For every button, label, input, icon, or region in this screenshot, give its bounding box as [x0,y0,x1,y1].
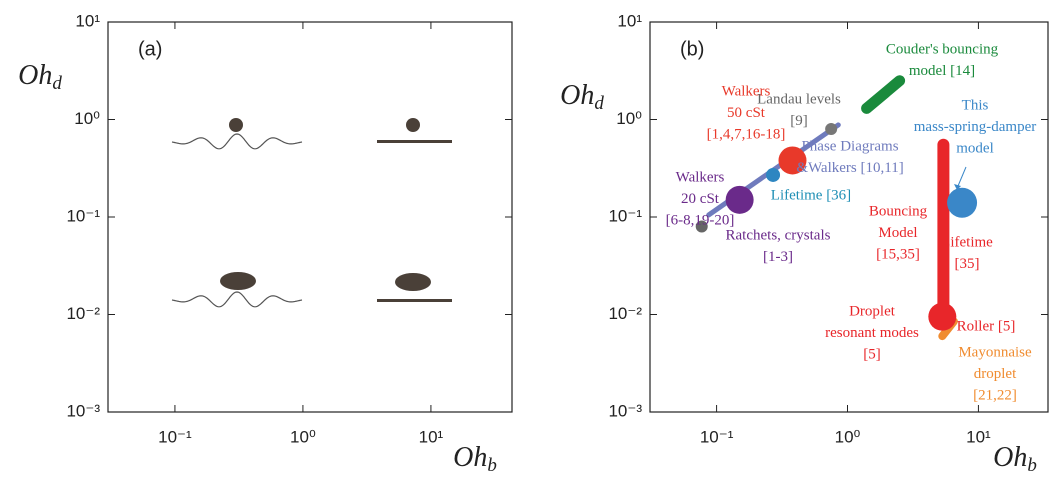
point [825,122,838,135]
bath [377,299,452,302]
annotation: Roller [5] [957,318,1016,334]
axis-label-sub: b [1027,455,1037,476]
annotation: 20 cSt [681,191,720,207]
annotation: [6-8,19-20] [666,212,735,228]
y-tick-label: 10⁻² [608,304,642,323]
y-tick-label: 10⁻³ [66,401,100,420]
annotation: Walkers [722,83,771,99]
y-tick-label: 10⁻¹ [608,206,642,225]
annotation: 50 cSt [727,105,766,121]
y-tick-label: 10⁰ [616,109,642,128]
annotation: Couder's bouncing [886,41,999,57]
x-tick-label: 10⁰ [290,427,316,446]
y-tick-label: 10⁻² [66,304,100,323]
annotation: [1,4,7,16-18] [707,126,786,142]
y-label: Ohd [560,80,604,114]
annotation: [35] [955,256,980,272]
axis-label-sub: d [52,73,62,94]
annotation: Landau levels [757,91,841,107]
annotation: [9] [790,113,808,129]
annotation: model [14] [909,63,975,79]
annotation: Model [878,225,917,241]
point [928,302,957,331]
wave [171,133,303,150]
y-tick-label: 10⁻¹ [66,206,100,225]
drop [220,272,256,290]
drop [395,273,431,291]
x-tick-label: 10⁻¹ [158,427,192,446]
x-label: Ohb [453,442,497,476]
annotation: This [962,97,989,113]
arrow [957,166,967,187]
axis-label-base: Oh [560,80,594,111]
panel-label: (b) [680,38,704,60]
point [695,220,708,233]
annotation: [1-3] [763,249,793,265]
segment [861,75,906,114]
x-tick-label: 10¹ [966,427,991,446]
annotation: &Walkers [10,11] [796,160,903,176]
x-tick-label: 10⁻¹ [700,427,734,446]
illustrations [171,118,452,308]
annotation: Lifetime [941,234,993,250]
annotation: resonant modes [825,325,919,341]
annotation: Bouncing [869,203,928,219]
arrow-head [954,184,961,190]
y-tick-label: 10¹ [617,11,642,30]
point [725,185,754,214]
axis-label-sub: b [487,455,497,476]
y-label: Ohd [18,60,62,94]
annotation: Droplet [849,303,896,319]
y-tick-label: 10⁰ [74,109,100,128]
axis-label-base: Oh [993,442,1027,473]
axis-label-base: Oh [453,442,487,473]
annotation: droplet [974,366,1017,382]
drop [406,118,420,132]
point [766,167,781,182]
wave [171,291,303,308]
annotation: Walkers [676,169,725,185]
x-tick-label: 10⁰ [835,427,861,446]
point [778,146,807,175]
axis-label-sub: d [594,93,604,114]
x-label: Ohb [993,442,1037,476]
annotation: [5] [863,346,881,362]
x-tick-label: 10¹ [419,427,444,446]
annotation: Lifetime [36] [771,187,851,203]
axis-label-base: Oh [18,60,52,91]
panel-label: (a) [138,38,162,60]
y-tick-label: 10⁻³ [608,401,642,420]
annotation: [21,22] [973,387,1017,403]
point [947,187,978,218]
annotation: mass-spring-damper [914,119,1036,135]
y-tick-label: 10¹ [75,11,100,30]
plot-frame [107,21,513,413]
bath [377,140,452,143]
annotation: model [956,140,994,156]
annotation: Mayonnaise [958,344,1032,360]
annotation: [15,35] [876,246,920,262]
annotation: Ratchets, crystals [726,227,831,243]
drop [229,118,243,132]
annotation: Phase Diagrams [801,138,898,154]
